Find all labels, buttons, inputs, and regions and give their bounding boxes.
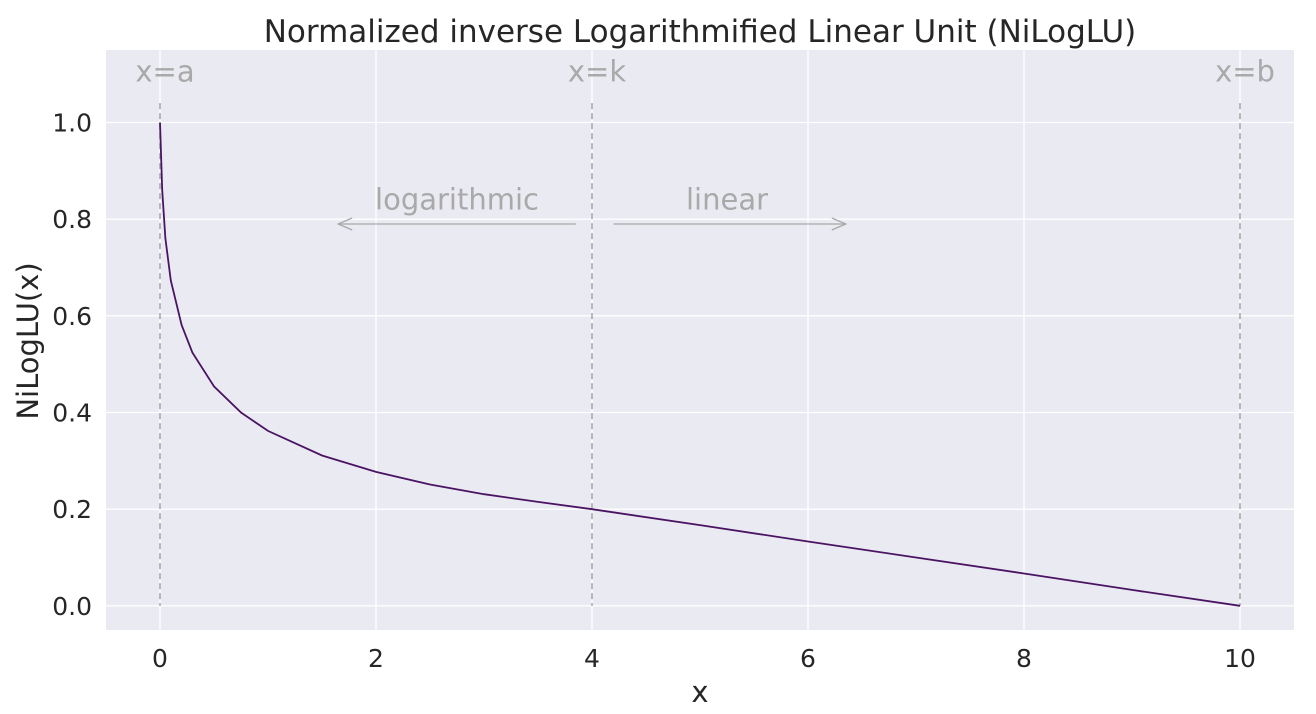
annotations: logarithmic linear xyxy=(336,183,848,231)
series xyxy=(159,122,1241,607)
y-tick-label: 0.0 xyxy=(52,592,92,621)
y-tick-label: 0.6 xyxy=(52,302,92,331)
chart-title: Normalized inverse Logarithmified Linear… xyxy=(264,14,1137,50)
series-line xyxy=(159,122,1241,607)
y-tick-label: 1.0 xyxy=(52,109,92,138)
y-tick-label: 0.4 xyxy=(52,399,92,428)
vline-label: x=b xyxy=(1215,54,1275,88)
y-axis-label: NiLogLU(x) xyxy=(11,262,45,419)
x-axis-label: x xyxy=(691,675,708,709)
x-tick-label: 6 xyxy=(800,644,816,673)
arrow-head xyxy=(336,217,353,231)
vline-label: x=k xyxy=(568,54,626,88)
y-tick-label: 0.8 xyxy=(52,205,92,234)
y-tick-label: 0.2 xyxy=(52,495,92,524)
vertical-lines: x=a x=k x=b xyxy=(135,54,1275,606)
x-tick-label: 0 xyxy=(152,644,168,673)
x-tick-label: 10 xyxy=(1224,644,1256,673)
arrow-head xyxy=(831,217,848,231)
plot-area xyxy=(106,50,1294,630)
x-tick-label: 8 xyxy=(1016,644,1032,673)
x-tick-label: 2 xyxy=(368,644,384,673)
annotation-label: linear xyxy=(686,183,768,217)
tick-labels: 0 2 4 6 8 10 0.0 0.2 0.4 0.6 0.8 1.0 xyxy=(52,109,1256,674)
x-tick-label: 4 xyxy=(584,644,600,673)
vline-label: x=a xyxy=(135,54,194,88)
annotation-label: logarithmic xyxy=(375,183,539,217)
